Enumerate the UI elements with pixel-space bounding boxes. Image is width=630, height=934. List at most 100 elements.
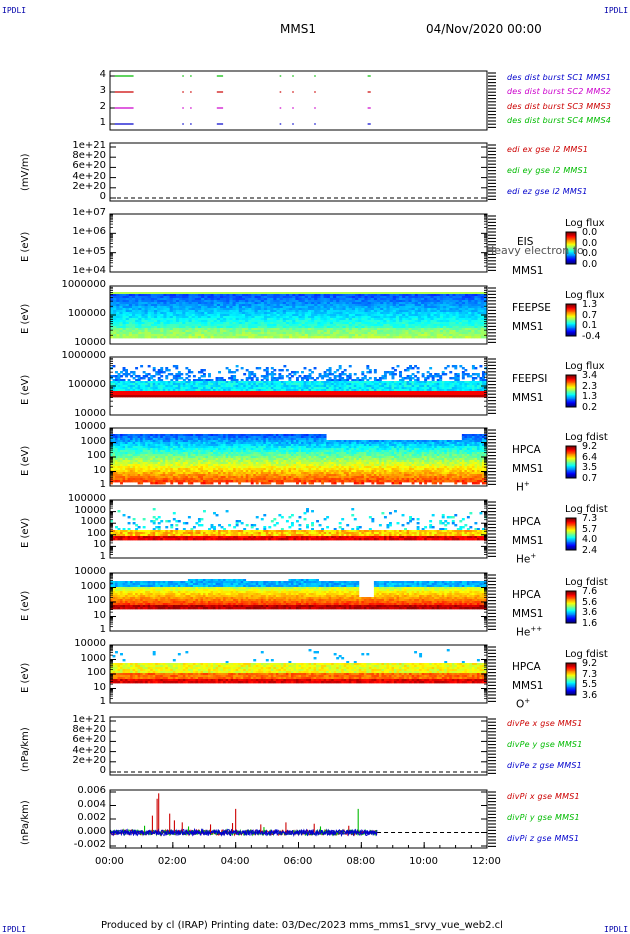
heatmap-cell xyxy=(185,336,189,339)
heatmap-cell xyxy=(461,395,465,398)
heatmap-cell xyxy=(474,304,478,307)
heatmap-cell xyxy=(289,308,293,311)
heatmap-cell xyxy=(411,310,416,313)
heatmap-cell xyxy=(311,318,315,321)
heatmap-cell xyxy=(226,308,230,311)
heatmap-cell xyxy=(446,304,450,307)
heatmap-cell xyxy=(377,302,381,305)
heatmap-cell xyxy=(449,302,453,305)
heatmap-cell xyxy=(370,318,375,321)
heatmap-cell xyxy=(169,298,174,301)
heatmap-cell xyxy=(150,304,155,307)
heatmap-cell xyxy=(377,322,381,325)
heatmap-cell xyxy=(210,324,215,327)
heatmap-cell xyxy=(396,395,400,398)
heatmap-cell xyxy=(364,330,369,333)
heatmap-cell xyxy=(430,314,434,317)
heatmap-cell xyxy=(348,332,353,335)
heatmap-cell xyxy=(119,304,123,307)
heatmap-cell xyxy=(380,322,384,325)
heatmap-cell xyxy=(364,322,369,325)
heatmap-cell xyxy=(307,328,312,331)
heatmap-cell xyxy=(301,294,306,297)
heatmap-cell xyxy=(304,296,309,299)
heatmap-cell xyxy=(301,336,306,339)
heatmap-cell xyxy=(449,294,453,297)
heatmap-cell xyxy=(314,320,318,323)
heatmap-cell xyxy=(188,302,193,305)
heatmap-cell xyxy=(263,308,268,311)
heatmap-cell xyxy=(201,316,205,319)
heatmap-cell xyxy=(468,324,472,327)
heatmap-cell xyxy=(200,395,204,398)
heatmap-cell xyxy=(417,330,422,333)
heatmap-cell xyxy=(219,294,224,297)
heatmap-cell xyxy=(248,330,252,333)
heatmap-cell xyxy=(166,320,171,323)
heatmap-cell xyxy=(367,318,372,321)
heatmap-cell xyxy=(399,314,403,317)
heatmap-cell xyxy=(229,326,233,329)
heatmap-cell xyxy=(285,302,290,305)
heatmap-cell xyxy=(342,326,347,329)
heatmap-cell xyxy=(386,322,391,325)
heatmap-cell xyxy=(405,300,409,303)
heatmap-cell xyxy=(477,328,482,331)
heatmap-cell xyxy=(241,330,246,333)
heatmap-cell xyxy=(276,318,281,321)
heatmap-cell xyxy=(383,298,387,301)
heatmap-cell xyxy=(395,292,400,295)
heatmap-cell xyxy=(449,306,453,309)
heatmap-cell xyxy=(339,324,343,327)
heatmap-cell xyxy=(257,296,262,299)
heatmap-cell xyxy=(147,314,152,317)
heatmap-cell xyxy=(443,330,447,333)
heatmap-cell xyxy=(399,298,403,301)
heatmap-cell xyxy=(364,294,369,297)
heatmap-cell xyxy=(273,312,277,315)
heatmap-cell xyxy=(179,328,183,331)
heatmap-cell xyxy=(128,302,133,305)
heatmap-cell xyxy=(336,369,340,372)
heatmap-cell xyxy=(348,312,353,315)
heatmap-cell xyxy=(172,312,177,315)
heatmap-cell xyxy=(132,373,136,376)
heatmap-cell xyxy=(282,328,287,331)
panel-frame xyxy=(109,213,488,273)
heatmap-cell xyxy=(320,326,325,329)
heatmap-cell xyxy=(240,367,244,370)
heatmap-cell xyxy=(216,332,221,335)
heatmap-cell xyxy=(113,320,117,323)
heatmap-cell xyxy=(179,292,183,295)
heatmap-cell xyxy=(169,306,174,309)
heatmap-cell xyxy=(175,332,180,335)
heatmap-cell xyxy=(304,330,309,333)
heatmap-cell xyxy=(131,302,136,305)
heatmap-cell xyxy=(301,298,306,301)
heatmap-cell xyxy=(138,322,142,325)
heatmap-cell xyxy=(323,336,328,339)
heatmap-cell xyxy=(223,320,227,323)
heatmap-cell xyxy=(311,302,315,305)
heatmap-cell xyxy=(426,371,430,374)
heatmap-cell xyxy=(313,395,317,398)
heatmap-cell xyxy=(235,320,240,323)
heatmap-cell xyxy=(411,318,416,321)
heatmap-cell xyxy=(166,336,171,339)
heatmap-cell xyxy=(345,314,350,317)
heatmap-cell xyxy=(141,298,145,301)
heatmap-cell xyxy=(298,322,303,325)
heatmap-cell xyxy=(128,328,133,331)
heatmap-cell xyxy=(241,306,246,309)
heatmap-cell xyxy=(439,304,444,307)
heatmap-cell xyxy=(326,296,331,299)
heatmap-cell xyxy=(131,296,136,299)
heatmap-cell xyxy=(115,371,118,374)
heatmap-cell xyxy=(366,367,370,370)
heatmap-cell xyxy=(293,395,297,398)
heatmap-cell xyxy=(172,322,177,325)
heatmap-cell xyxy=(451,365,455,368)
heatmap-cell xyxy=(424,310,428,313)
heatmap-cell xyxy=(377,320,381,323)
heatmap-cell xyxy=(226,296,230,299)
